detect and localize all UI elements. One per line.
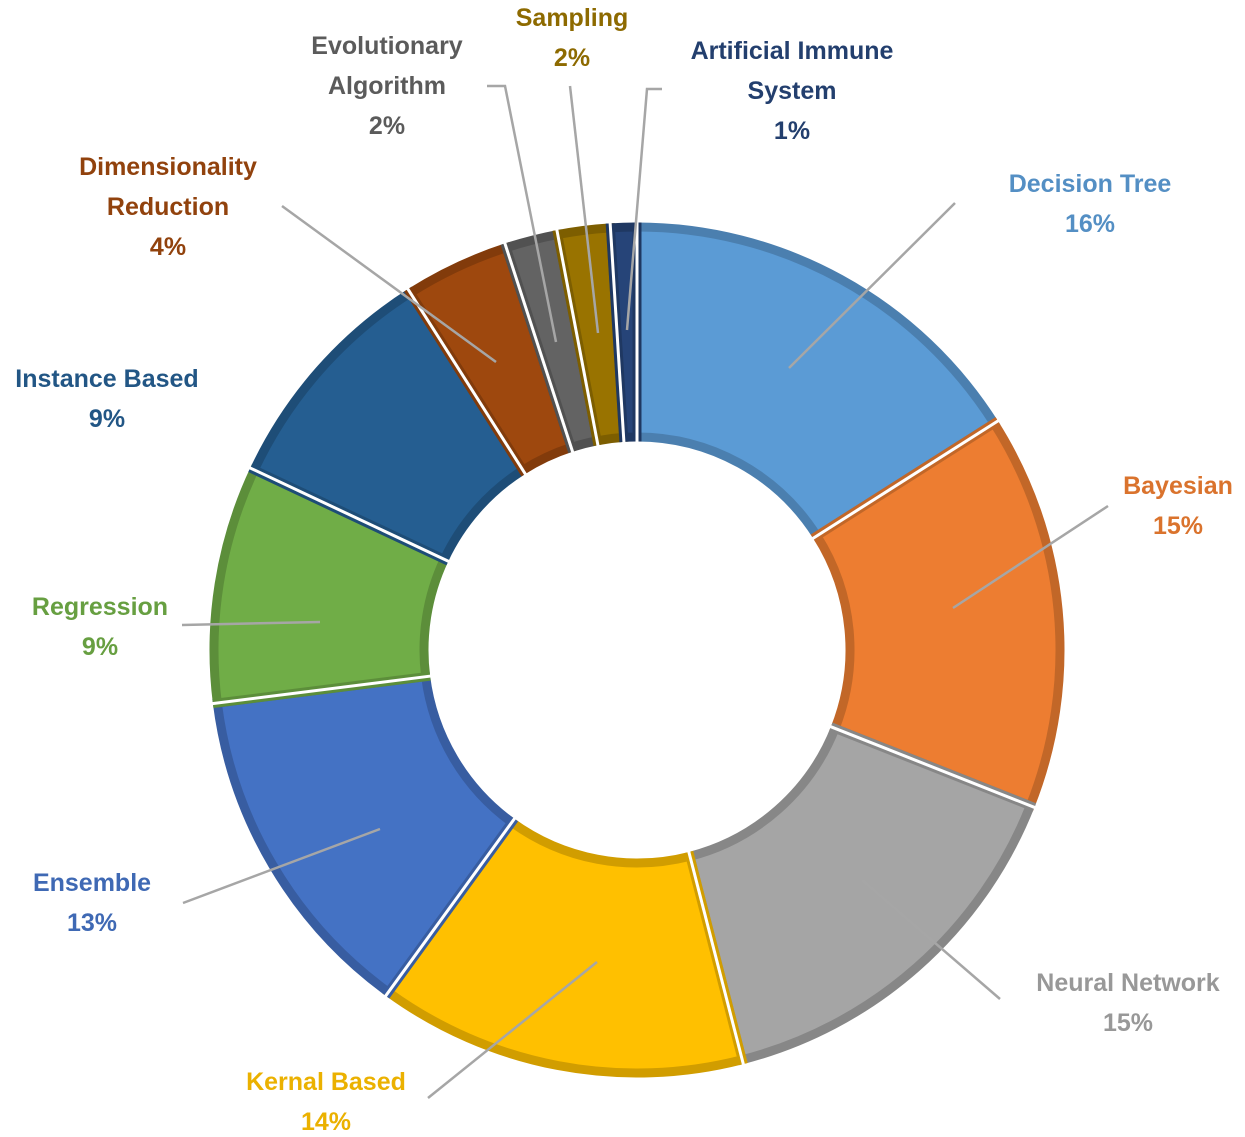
slice-labels: Decision Tree 16% Bayesian 15% Neural Networ… — [15, 4, 1233, 1136]
leader-line — [861, 879, 1001, 1000]
leader-line — [427, 961, 598, 1099]
slice-decision-tree — [632, 222, 1001, 543]
data-label-category: Artificial Immune — [691, 37, 894, 65]
slice-neural-network — [684, 722, 1037, 1066]
slice-separator — [555, 228, 600, 447]
data-label-category: Neural Network — [1036, 969, 1219, 997]
slice-separator — [828, 724, 1037, 810]
data-label-category: Ensemble — [33, 869, 151, 897]
data-label-value: 1% — [774, 117, 810, 145]
data-label-category: Algorithm — [328, 72, 446, 100]
leader-line — [181, 620, 321, 627]
leader-line — [625, 87, 662, 331]
data-label-value: 16% — [1065, 210, 1115, 238]
data-label-category: Evolutionary — [311, 32, 463, 60]
data-label-category: Instance Based — [15, 365, 198, 393]
data-label-category: Reduction — [107, 193, 229, 221]
slice-separator — [687, 850, 746, 1066]
data-label-value: 9% — [82, 633, 118, 661]
leader-line — [788, 202, 956, 369]
data-label-value: 2% — [554, 44, 590, 72]
leader-line — [281, 204, 497, 364]
data-label-value: 13% — [67, 909, 117, 937]
leader-line — [952, 504, 1109, 610]
data-label-value: 14% — [301, 1108, 351, 1136]
data-label-category: Decision Tree — [1009, 170, 1172, 198]
data-label-value: 15% — [1103, 1009, 1153, 1037]
data-label-value: 4% — [150, 233, 186, 261]
leader-line — [487, 84, 558, 343]
slice-separator — [383, 816, 517, 998]
leader-line — [568, 85, 600, 334]
data-label-category: Sampling — [516, 4, 629, 32]
data-label-category: System — [748, 77, 837, 105]
data-label-value: 15% — [1153, 512, 1203, 540]
slice-separator — [503, 241, 575, 454]
data-label-category: Kernal Based — [246, 1068, 406, 1096]
slice-separator — [810, 418, 1001, 541]
data-label-category: Regression — [32, 593, 168, 621]
slice-kernal-based — [382, 816, 748, 1078]
data-label-value: 2% — [369, 112, 405, 140]
slice-separator — [248, 465, 451, 564]
donut-slices — [209, 221, 1065, 1078]
slice-separator — [211, 674, 432, 706]
leader-lines — [181, 84, 1109, 1099]
data-label-category: Dimensionality — [79, 153, 257, 181]
slice-bayesian — [810, 417, 1065, 812]
slice-separator — [608, 221, 626, 444]
data-label-category: Bayesian — [1123, 472, 1233, 500]
slice-separator — [405, 286, 528, 477]
data-label-value: 9% — [89, 405, 125, 433]
leader-line — [182, 827, 381, 905]
